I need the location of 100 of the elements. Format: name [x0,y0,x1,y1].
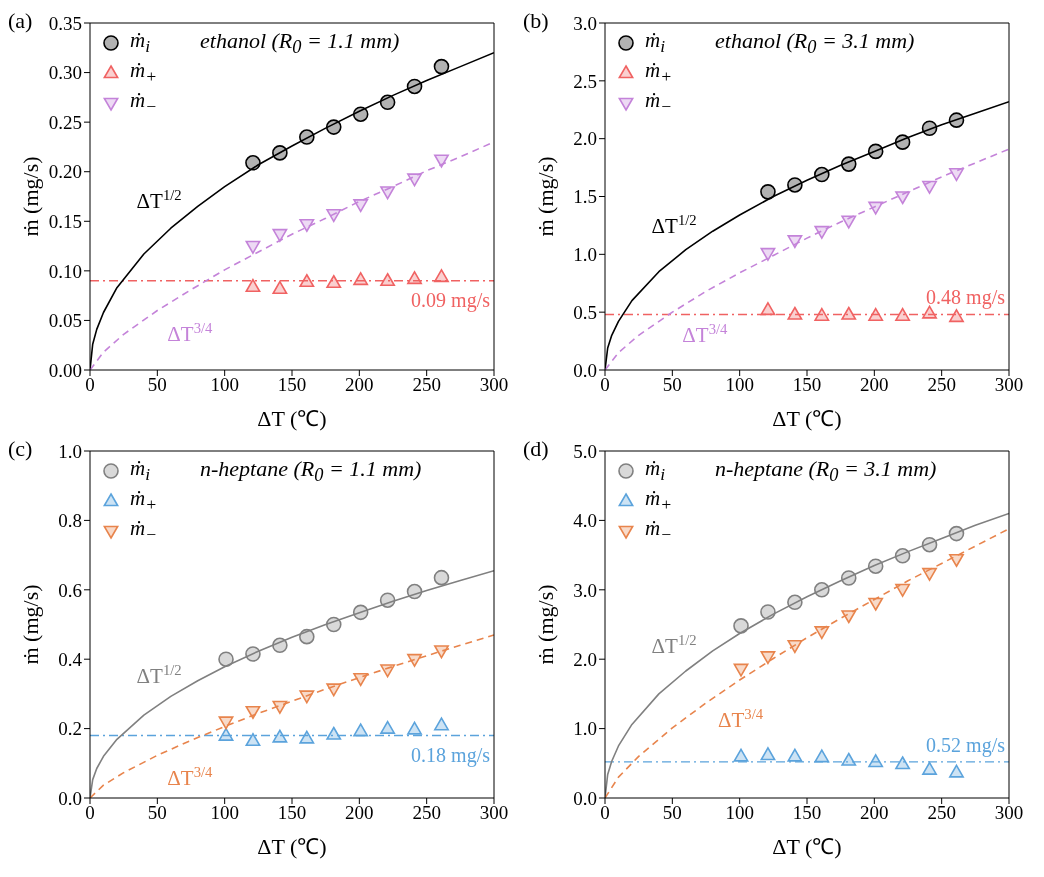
point [272,280,288,295]
point [760,302,776,316]
point [760,604,776,620]
point [407,721,422,735]
x-tick-label: 200 [860,802,889,824]
point [326,683,342,697]
point [353,672,369,687]
point [272,729,288,743]
point [760,247,776,261]
point [299,218,315,233]
x-tick-label: 300 [479,374,509,396]
chart-title: (c) [8,436,33,462]
series-label: ΔT$^{3/4}$ [718,705,764,732]
x-tick-label: 200 [345,802,374,824]
x-tick-label: 150 [277,802,307,824]
point [894,547,911,564]
legend-label: ṁ$_{i}$ [130,28,151,58]
ref-line-label: 0.48 mg/s [926,286,1006,310]
point [949,553,964,568]
y-tick-label: 3.0 [573,12,597,34]
point [272,145,288,161]
point [787,639,803,654]
legend-label: ṁ$_{+}$ [130,486,157,516]
x-tick-label: 100 [210,374,239,396]
series-label: ΔT$^{1/2}$ [651,631,697,658]
legend-label: ṁ$_{+}$ [130,58,157,88]
point [407,270,422,285]
y-tick-label: 5.0 [573,440,597,462]
y-tick-label: 0.15 [48,211,82,233]
point [245,705,261,720]
point [949,168,964,182]
point [760,651,776,665]
chart-title: (d) [523,436,549,462]
y-tick-label: 0.0 [573,787,597,809]
x-tick-label: 250 [927,374,956,396]
point [868,201,884,215]
point [948,525,965,542]
y-tick-label: 0.0 [573,359,597,381]
point [433,58,450,75]
point [868,597,884,611]
y-axis-title: ṁ (mg/s) [532,156,558,237]
point [325,616,342,633]
point [948,112,965,128]
legend-label: ṁ$_{i}$ [645,28,666,58]
x-tick-label: 50 [662,802,682,824]
series-label: ΔT$^{1/2}$ [136,661,182,688]
chart-subtitle: ethanol (R$_{0}$ = 1.1 mm) [200,28,400,59]
y-tick-label: 0.4 [58,648,83,670]
point [218,716,234,730]
point [245,278,261,293]
legend-label: ṁ$_{−}$ [645,88,672,118]
y-tick-label: 4.0 [573,510,597,532]
point [380,272,396,287]
y-tick-label: 1.5 [573,186,597,208]
point [353,199,369,213]
x-tick-label: 0 [85,802,95,824]
point [814,225,830,239]
point [949,308,964,323]
point [787,748,803,762]
point [841,752,857,766]
x-axis-title: ΔT (℃) [257,834,327,859]
legend-label: ṁ$_{i}$ [130,456,151,486]
y-tick-label: 0.05 [48,310,82,332]
point [949,764,964,778]
x-tick-label: 0 [85,374,95,396]
point [733,663,749,677]
x-tick-label: 0 [600,802,610,824]
point [352,604,369,621]
y-tick-label: 0.0 [58,787,82,809]
point [814,582,830,598]
point [895,756,911,770]
point [434,717,449,731]
point [352,106,369,123]
point [814,749,830,763]
ref-line-label: 0.09 mg/s [411,288,491,312]
legend-label: ṁ$_{−}$ [130,516,157,546]
x-tick-label: 100 [725,802,754,824]
y-tick-label: 2.5 [573,70,597,92]
x-tick-label: 200 [860,374,889,396]
series-label: ΔT$^{3/4}$ [167,319,214,346]
y-axis-title: ṁ (mg/s) [532,584,558,665]
point [921,536,938,553]
point [245,240,261,254]
series-label: ΔT$^{1/2}$ [651,212,697,239]
point [245,154,261,171]
x-tick-label: 300 [994,802,1024,824]
point [922,305,937,319]
point [867,143,884,160]
point [787,177,803,193]
y-tick-label: 3.0 [573,579,597,601]
y-axis-title: ṁ (mg/s) [17,584,43,665]
point [895,307,911,321]
y-tick-label: 0.6 [58,579,82,601]
legend-label: ṁ$_{−}$ [130,88,157,118]
point [434,154,449,168]
point [868,307,884,321]
y-tick-label: 1.0 [58,440,82,462]
point [218,651,234,667]
point [894,134,911,150]
point [299,273,315,288]
